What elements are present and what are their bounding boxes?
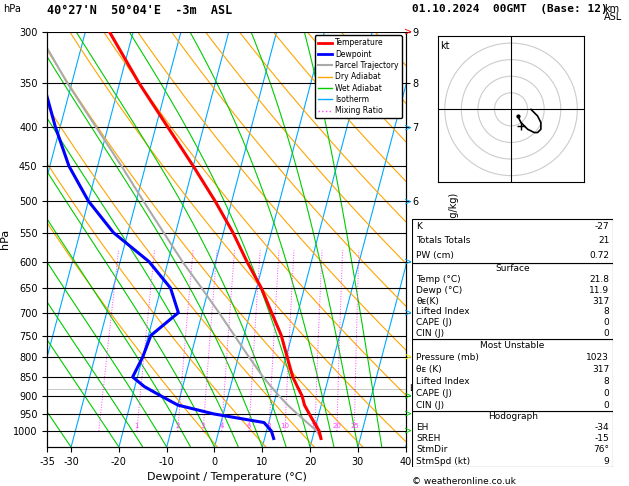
Text: ASL: ASL: [604, 12, 622, 22]
Bar: [412, 263, 613, 339]
Text: 9: 9: [603, 456, 610, 466]
Text: 8: 8: [267, 423, 271, 429]
Text: StmDir: StmDir: [416, 446, 447, 454]
Text: 11.9: 11.9: [589, 286, 610, 295]
Text: 40°27'N  50°04'E  -3m  ASL: 40°27'N 50°04'E -3m ASL: [47, 4, 233, 17]
Text: >: >: [404, 391, 411, 401]
Text: Temp (°C): Temp (°C): [416, 275, 460, 284]
Bar: [412, 339, 613, 411]
Text: PW (cm): PW (cm): [416, 251, 454, 260]
Text: 2: 2: [175, 423, 180, 429]
Bar: [412, 411, 613, 467]
Text: 0: 0: [603, 389, 610, 398]
Text: CAPE (J): CAPE (J): [416, 318, 452, 327]
Text: Surface: Surface: [495, 264, 530, 273]
Text: >: >: [404, 257, 411, 266]
Text: CAPE (J): CAPE (J): [416, 389, 452, 398]
Text: Pressure (mb): Pressure (mb): [416, 353, 479, 362]
Text: Dewp (°C): Dewp (°C): [416, 286, 462, 295]
X-axis label: Dewpoint / Temperature (°C): Dewpoint / Temperature (°C): [147, 472, 306, 483]
Text: 10: 10: [281, 423, 289, 429]
Text: -34: -34: [594, 423, 610, 432]
Text: 25: 25: [350, 423, 359, 429]
Text: 1: 1: [135, 423, 139, 429]
Text: StmSpd (kt): StmSpd (kt): [416, 456, 470, 466]
Text: Hodograph: Hodograph: [487, 412, 538, 421]
Bar: [412, 219, 613, 263]
Text: >: >: [404, 27, 411, 36]
Text: 0: 0: [603, 329, 610, 338]
Text: 76°: 76°: [593, 446, 610, 454]
Text: 1023: 1023: [586, 353, 610, 362]
Text: >: >: [404, 426, 411, 436]
Y-axis label: Mixing Ratio (g/kg): Mixing Ratio (g/kg): [450, 193, 459, 285]
Text: K: K: [416, 222, 422, 230]
Text: 20: 20: [333, 423, 342, 429]
Text: LCL: LCL: [409, 384, 426, 393]
Text: 0: 0: [603, 400, 610, 410]
Text: 0: 0: [603, 318, 610, 327]
Text: Lifted Index: Lifted Index: [416, 377, 470, 386]
Text: km: km: [604, 4, 619, 14]
Text: CIN (J): CIN (J): [416, 400, 444, 410]
Text: θᴇ(K): θᴇ(K): [416, 296, 439, 306]
Legend: Temperature, Dewpoint, Parcel Trajectory, Dry Adiabat, Wet Adiabat, Isotherm, Mi: Temperature, Dewpoint, Parcel Trajectory…: [314, 35, 402, 118]
Y-axis label: hPa: hPa: [0, 229, 10, 249]
Text: 4: 4: [220, 423, 224, 429]
Text: 21: 21: [598, 236, 610, 245]
Text: >: >: [404, 196, 411, 206]
Text: >: >: [404, 308, 411, 318]
Text: >: >: [404, 122, 411, 132]
Text: hPa: hPa: [3, 4, 21, 14]
Text: 15: 15: [311, 423, 320, 429]
Text: 21.8: 21.8: [589, 275, 610, 284]
Text: 3: 3: [201, 423, 205, 429]
Text: θᴇ (K): θᴇ (K): [416, 364, 442, 374]
Text: 317: 317: [592, 364, 610, 374]
Text: 8: 8: [603, 308, 610, 316]
Text: 0.72: 0.72: [589, 251, 610, 260]
Text: EH: EH: [416, 423, 428, 432]
Text: SREH: SREH: [416, 434, 440, 443]
Text: Totals Totals: Totals Totals: [416, 236, 470, 245]
Text: kt: kt: [440, 41, 449, 52]
Text: -27: -27: [594, 222, 610, 230]
Text: © weatheronline.co.uk: © weatheronline.co.uk: [412, 477, 516, 486]
Text: 317: 317: [592, 296, 610, 306]
Text: Lifted Index: Lifted Index: [416, 308, 470, 316]
Text: -15: -15: [594, 434, 610, 443]
Text: >: >: [404, 352, 411, 362]
Text: Most Unstable: Most Unstable: [481, 341, 545, 349]
Text: 8: 8: [603, 377, 610, 386]
Text: 6: 6: [247, 423, 251, 429]
Text: 01.10.2024  00GMT  (Base: 12): 01.10.2024 00GMT (Base: 12): [412, 4, 608, 14]
Text: >: >: [404, 409, 411, 419]
Text: CIN (J): CIN (J): [416, 329, 444, 338]
